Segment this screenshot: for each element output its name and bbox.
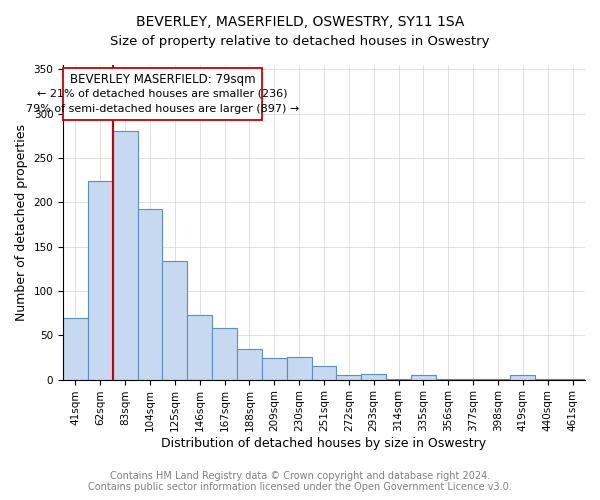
Text: Size of property relative to detached houses in Oswestry: Size of property relative to detached ho… <box>110 35 490 48</box>
Text: ← 21% of detached houses are smaller (236): ← 21% of detached houses are smaller (23… <box>37 88 288 99</box>
Bar <box>113 132 137 380</box>
Bar <box>461 378 485 380</box>
Text: BEVERLEY, MASERFIELD, OSWESTRY, SY11 1SA: BEVERLEY, MASERFIELD, OSWESTRY, SY11 1SA <box>136 15 464 29</box>
Bar <box>436 378 461 380</box>
Y-axis label: Number of detached properties: Number of detached properties <box>15 124 28 321</box>
Text: Contains HM Land Registry data © Crown copyright and database right 2024.
Contai: Contains HM Land Registry data © Crown c… <box>88 471 512 492</box>
Bar <box>411 375 436 380</box>
Bar <box>163 261 187 380</box>
X-axis label: Distribution of detached houses by size in Oswestry: Distribution of detached houses by size … <box>161 437 487 450</box>
Bar <box>187 315 212 380</box>
Text: 79% of semi-detached houses are larger (897) →: 79% of semi-detached houses are larger (… <box>26 104 299 115</box>
Bar <box>560 378 585 380</box>
Bar <box>137 208 163 380</box>
Bar <box>386 378 411 380</box>
Bar <box>361 374 386 380</box>
Bar <box>212 328 237 380</box>
Bar <box>485 378 511 380</box>
FancyBboxPatch shape <box>63 68 262 120</box>
Bar <box>337 375 361 380</box>
Bar <box>535 378 560 380</box>
Bar <box>511 375 535 380</box>
Bar <box>88 181 113 380</box>
Text: BEVERLEY MASERFIELD: 79sqm: BEVERLEY MASERFIELD: 79sqm <box>70 73 255 86</box>
Bar <box>63 318 88 380</box>
Bar <box>237 348 262 380</box>
Bar <box>287 358 311 380</box>
Bar <box>262 358 287 380</box>
Bar <box>311 366 337 380</box>
